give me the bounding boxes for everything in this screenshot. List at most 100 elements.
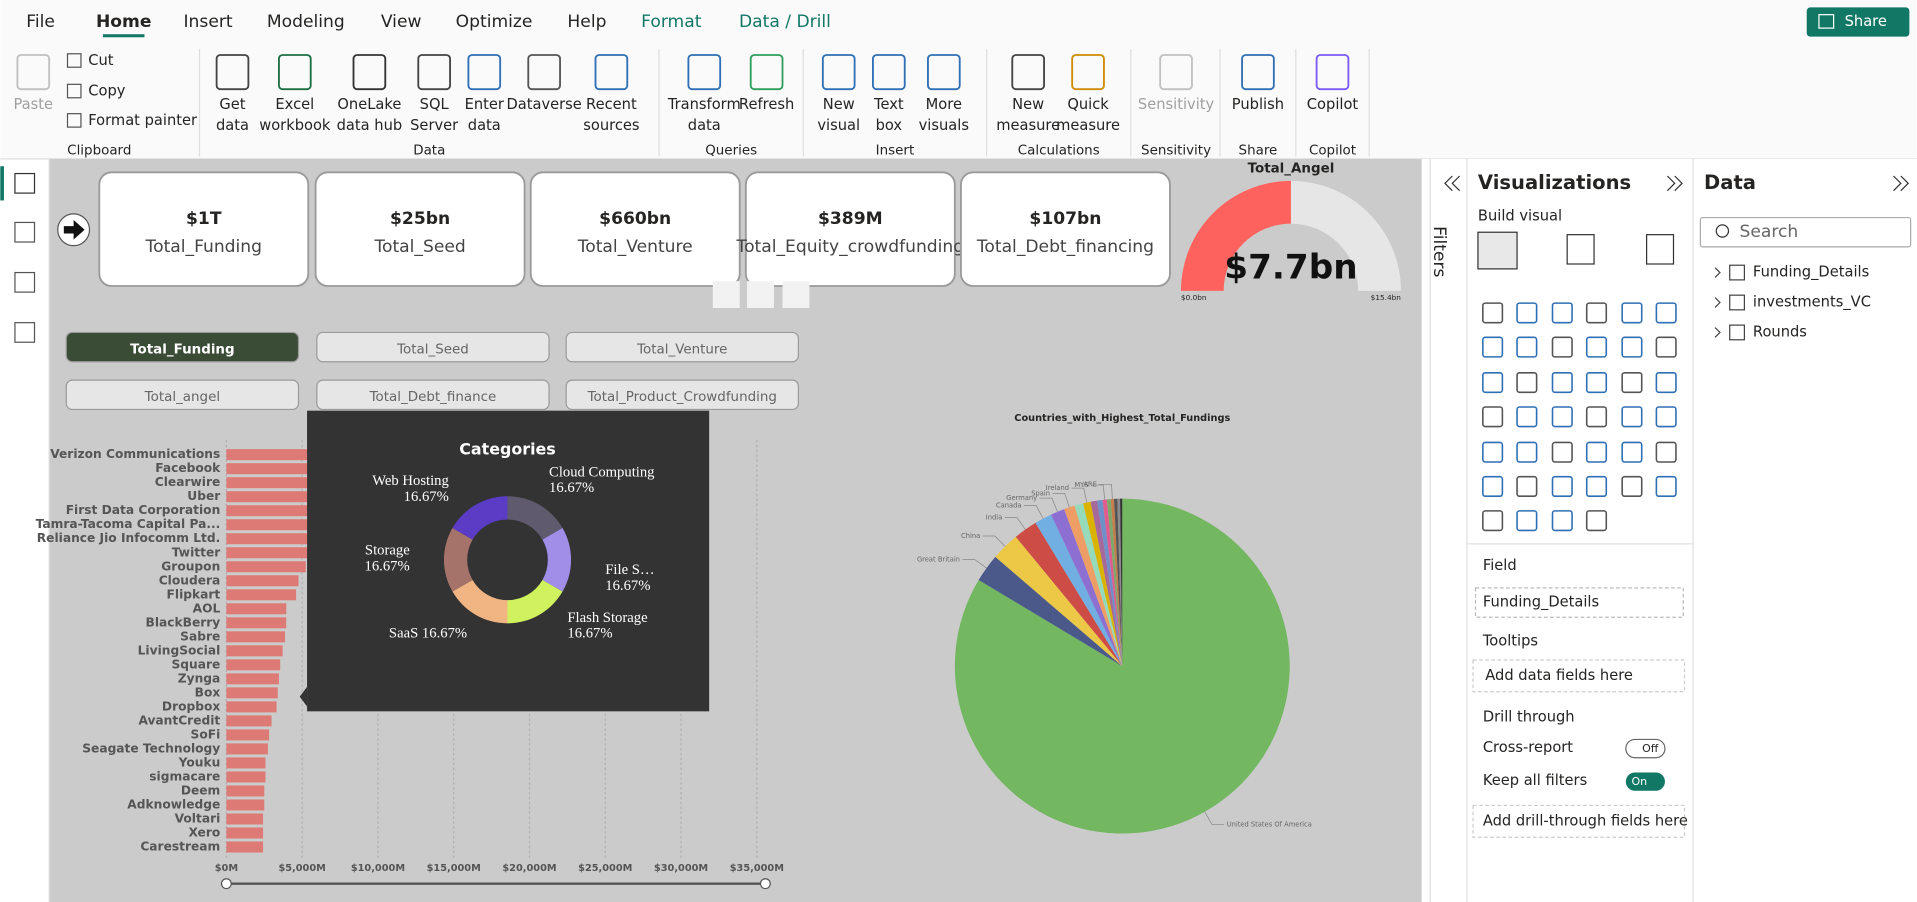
ribbon-button-label[interactable]: Refresh bbox=[739, 96, 794, 113]
collapse-data-icon[interactable] bbox=[1893, 175, 1910, 192]
visual-type-icon[interactable] bbox=[1551, 302, 1573, 324]
ribbon-button-label[interactable]: visuals bbox=[919, 117, 969, 134]
visual-type-icon[interactable] bbox=[1585, 510, 1608, 532]
ribbon-button-label[interactable]: Publish bbox=[1232, 96, 1284, 113]
ribbon-tab[interactable]: Insert bbox=[184, 12, 233, 32]
table-name[interactable]: investments_VC bbox=[1753, 294, 1871, 311]
ribbon-button-label[interactable]: Text bbox=[873, 96, 904, 113]
format-visual-tab[interactable] bbox=[1566, 234, 1595, 265]
slicer-label[interactable]: Total_Venture bbox=[636, 343, 727, 358]
visual-type-icon[interactable] bbox=[1621, 441, 1643, 463]
search-box[interactable] bbox=[1699, 216, 1912, 248]
ribbon-tab[interactable]: File bbox=[26, 12, 55, 32]
ribbon-button-label[interactable]: data hub bbox=[337, 117, 403, 134]
table-name[interactable]: Rounds bbox=[1753, 323, 1807, 340]
ribbon-button-label[interactable]: Transform bbox=[667, 96, 741, 113]
ribbon-button-label[interactable]: Dataverse bbox=[506, 96, 581, 113]
visual-type-icon[interactable] bbox=[1621, 302, 1643, 324]
expand-chevron[interactable] bbox=[1714, 267, 1721, 278]
ribbon-button-label[interactable]: workbook bbox=[259, 117, 331, 134]
ribbon-button-label[interactable]: measure bbox=[996, 117, 1060, 134]
ribbon-button-label[interactable]: sources bbox=[583, 117, 639, 134]
visual-header-button[interactable] bbox=[782, 281, 810, 308]
expand-filters-icon[interactable] bbox=[1444, 175, 1461, 192]
report-view-icon[interactable] bbox=[14, 172, 36, 194]
ribbon-tab[interactable]: Home bbox=[96, 12, 152, 32]
dax-view-icon[interactable] bbox=[14, 322, 36, 343]
ribbon-tab[interactable]: Optimize bbox=[456, 12, 533, 32]
visual-type-icon[interactable] bbox=[1516, 371, 1538, 394]
ribbon-button-label[interactable]: More bbox=[926, 96, 962, 113]
ribbon-tab[interactable]: Modeling bbox=[267, 12, 345, 32]
ribbon-button-label[interactable]: New bbox=[1012, 96, 1044, 113]
field-value[interactable]: Funding_Details bbox=[1483, 594, 1599, 611]
visual-type-icon[interactable] bbox=[1482, 406, 1504, 428]
ribbon-tab[interactable]: View bbox=[381, 12, 422, 32]
visual-header-button[interactable] bbox=[712, 281, 740, 308]
model-view-icon[interactable] bbox=[14, 271, 36, 293]
visual-type-icon[interactable] bbox=[1482, 475, 1504, 498]
slicer-label[interactable]: Total_Product_Crowdfunding bbox=[587, 390, 777, 405]
slicer-label[interactable]: Total_Debt_finance bbox=[369, 390, 497, 405]
field-well[interactable] bbox=[1474, 587, 1684, 618]
slicer-button[interactable] bbox=[316, 379, 550, 411]
ribbon-button-label[interactable]: Paste bbox=[13, 96, 53, 113]
search-placeholder[interactable]: Search bbox=[1740, 222, 1799, 242]
visual-type-icon[interactable] bbox=[1551, 336, 1573, 358]
ribbon-button-icon[interactable] bbox=[927, 54, 961, 91]
ribbon-button-icon[interactable] bbox=[467, 54, 502, 91]
visual-type-icon[interactable] bbox=[1482, 441, 1504, 463]
ribbon-button-label[interactable]: Sensitivity bbox=[1138, 96, 1215, 113]
tooltips-well[interactable] bbox=[1472, 659, 1686, 693]
ribbon-button-icon[interactable] bbox=[1241, 54, 1275, 91]
expand-chevron[interactable] bbox=[1714, 297, 1721, 308]
ribbon-button-label[interactable]: data bbox=[468, 117, 501, 134]
collapse-viz-icon[interactable] bbox=[1666, 175, 1683, 192]
ribbon-button-icon[interactable] bbox=[1315, 54, 1350, 91]
visual-header-button[interactable] bbox=[747, 281, 774, 308]
ribbon-button-icon[interactable] bbox=[594, 54, 629, 91]
visual-type-icon[interactable] bbox=[1516, 406, 1538, 428]
visual-type-icon[interactable] bbox=[1621, 336, 1643, 358]
slicer-label[interactable]: Total_Seed bbox=[396, 343, 469, 358]
ribbon-button-icon[interactable] bbox=[527, 54, 561, 91]
visual-type-icon[interactable] bbox=[1655, 336, 1677, 358]
ribbon-button-label[interactable]: box bbox=[876, 117, 903, 134]
analytics-tab[interactable] bbox=[1646, 234, 1675, 265]
ribbon-button-label[interactable]: Excel bbox=[275, 96, 314, 113]
slicer-label[interactable]: Total_angel bbox=[144, 390, 220, 405]
ribbon-button-label[interactable]: New bbox=[823, 96, 855, 113]
visual-type-icon[interactable] bbox=[1482, 302, 1504, 324]
cross-report-toggle[interactable] bbox=[1625, 738, 1666, 759]
visual-type-icon[interactable] bbox=[1585, 336, 1608, 358]
visual-type-icon[interactable] bbox=[1621, 371, 1643, 394]
visual-type-icon[interactable] bbox=[1551, 510, 1573, 532]
visual-type-icon[interactable] bbox=[1482, 510, 1504, 532]
ribbon-button-icon[interactable] bbox=[215, 54, 250, 91]
range-handle[interactable] bbox=[759, 878, 771, 890]
visual-type-icon[interactable] bbox=[1551, 406, 1573, 428]
ribbon-button-icon[interactable] bbox=[1159, 54, 1193, 91]
visual-type-icon[interactable] bbox=[1482, 371, 1504, 394]
visual-type-icon[interactable] bbox=[1585, 371, 1608, 394]
ribbon-button-icon[interactable] bbox=[872, 54, 906, 91]
ribbon-button-icon[interactable] bbox=[352, 54, 387, 91]
visual-type-icon[interactable] bbox=[1621, 475, 1643, 498]
ribbon-button-label[interactable]: Get bbox=[219, 96, 245, 113]
clipboard-item[interactable]: Format painter bbox=[88, 112, 198, 129]
visual-type-icon[interactable] bbox=[1551, 371, 1573, 394]
ribbon-button-icon[interactable] bbox=[16, 54, 51, 91]
clipboard-item[interactable]: Cut bbox=[88, 52, 114, 69]
visual-type-icon[interactable] bbox=[1585, 406, 1608, 428]
ribbon-button-icon[interactable] bbox=[1011, 54, 1045, 91]
ribbon-button-label[interactable]: OneLake bbox=[337, 96, 401, 113]
visual-type-icon[interactable] bbox=[1516, 441, 1538, 463]
visual-type-icon[interactable] bbox=[1655, 302, 1677, 324]
ribbon-button-icon[interactable] bbox=[278, 54, 312, 91]
ribbon-tab[interactable]: Help bbox=[567, 12, 606, 32]
build-visual-tab[interactable] bbox=[1477, 231, 1518, 270]
visual-type-icon[interactable] bbox=[1516, 475, 1538, 498]
ribbon-button-label[interactable]: Server bbox=[410, 117, 459, 134]
ribbon-button-icon[interactable] bbox=[821, 54, 856, 91]
visual-type-icon[interactable] bbox=[1621, 406, 1643, 428]
